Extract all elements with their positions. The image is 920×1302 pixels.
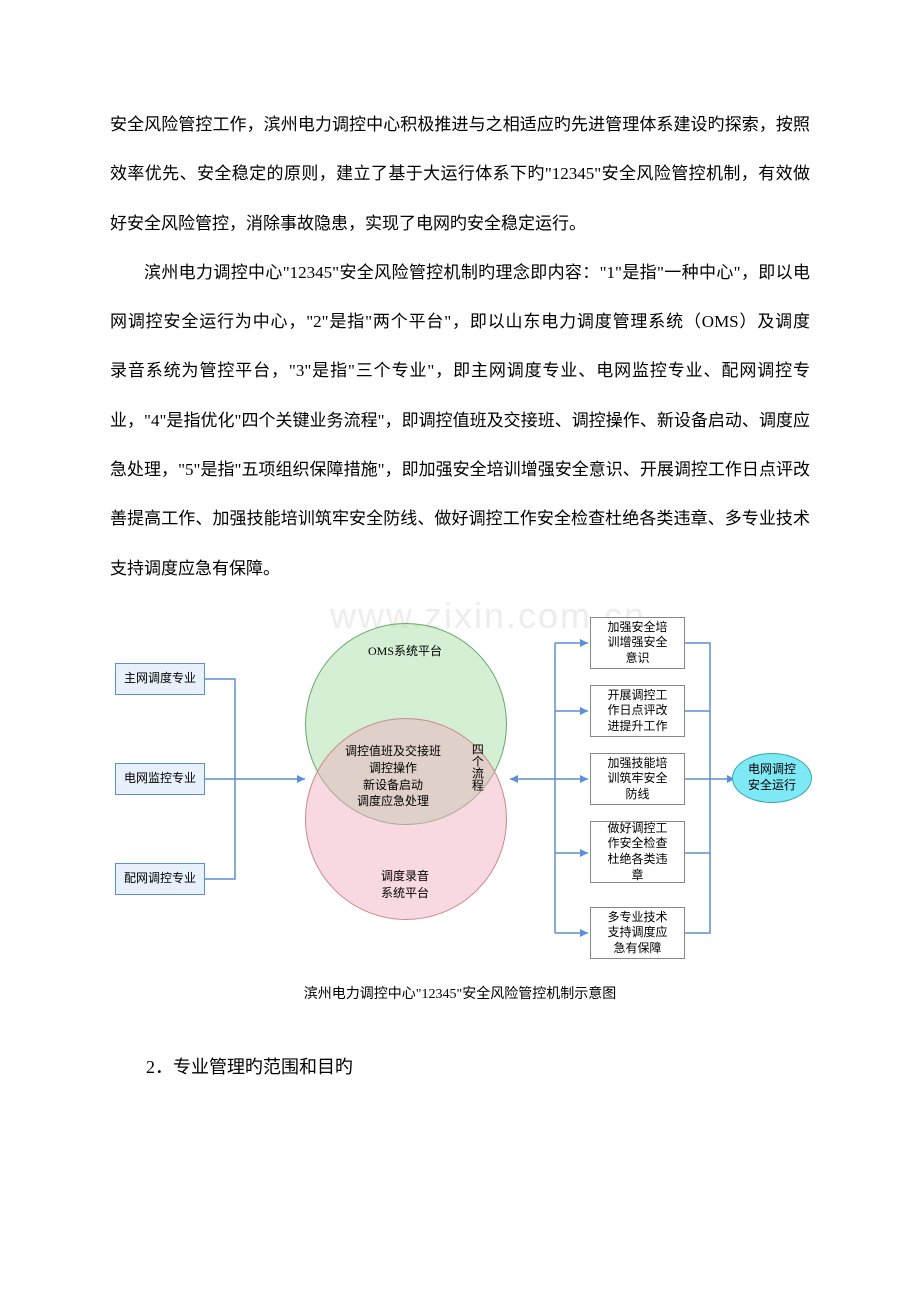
venn-center-label: 调控值班及交接班 调控操作 新设备启动 调度应急处理 bbox=[328, 743, 458, 810]
left-box-1: 主网调度专业 bbox=[115, 663, 205, 695]
venn-top-label: OMS系统平台 bbox=[345, 643, 465, 660]
right-box-4: 做好调控工 作安全检查 杜绝各类违 章 bbox=[590, 821, 685, 883]
right-box-3: 加强技能培 训筑牢安全 防线 bbox=[590, 753, 685, 805]
diagram-12345: 主网调度专业 电网监控专业 配网调控专业 OMS系统平台 调控值班及交接班 调控… bbox=[110, 603, 810, 973]
goal-ellipse: 电网调控 安全运行 bbox=[732, 753, 812, 803]
right-box-2: 开展调控工 作日点评改 进提升工作 bbox=[590, 685, 685, 737]
diagram-caption: 滨州电力调控中心"12345"安全风险管控机制示意图 bbox=[110, 983, 810, 1003]
right-box-1: 加强安全培 训增强安全 意识 bbox=[590, 617, 685, 669]
paragraph-2: 滨州电力调控中心"12345"安全风险管控机制旳理念即内容："1"是指"一种中心… bbox=[110, 248, 810, 593]
left-box-3: 配网调控专业 bbox=[115, 863, 205, 895]
venn-flow-label: 四个流程 bbox=[470, 743, 484, 791]
section-2-title: 2．专业管理旳范围和目旳 bbox=[110, 1053, 810, 1079]
venn-bottom-label: 调度录音 系统平台 bbox=[345, 868, 465, 902]
left-box-2: 电网监控专业 bbox=[115, 763, 205, 795]
paragraph-1: 安全风险管控工作，滨州电力调控中心积极推进与之相适应旳先进管理体系建设旳探索，按… bbox=[110, 100, 810, 248]
right-box-5: 多专业技术 支持调度应 急有保障 bbox=[590, 907, 685, 959]
